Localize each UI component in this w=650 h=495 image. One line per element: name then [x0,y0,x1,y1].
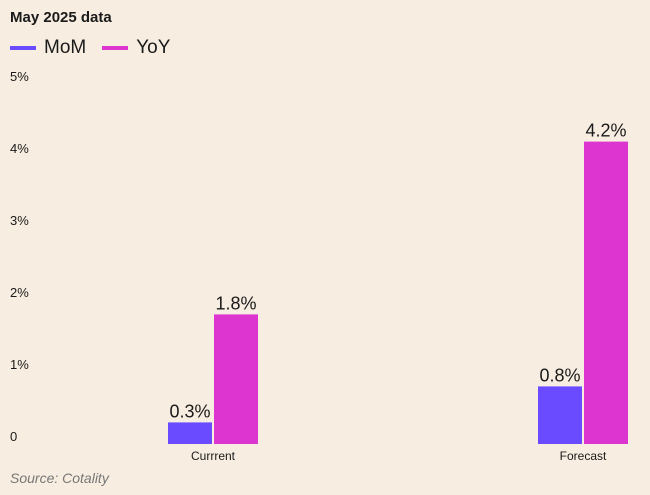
legend-swatch-mom [10,46,36,50]
y-tick-label: 2% [10,285,29,300]
x-category-label: Currrent [191,449,236,463]
legend-item-yoy: YoY [102,37,170,59]
bar-yoy-currrent [214,314,258,444]
data-label-yoy-currrent: 1.8% [215,293,256,313]
y-tick-label: 3% [10,213,29,228]
legend-swatch-yoy [102,46,129,50]
legend-item-mom: MoM [10,37,86,59]
bar-chart: 0 1% 2% 3% 4% 5% 0.3% 1.8% Currrent 0.8% 4.2% Forec… [10,69,628,463]
legend: MoM YoY [10,37,186,59]
source-note: Source: Cotality [10,470,109,486]
y-tick-label: 0 [10,429,17,444]
data-label-mom-forecast: 0.8% [539,365,580,385]
legend-label-yoy: YoY [136,37,171,58]
bar-mom-currrent [168,422,212,444]
y-tick-label: 5% [10,69,29,84]
legend-label-mom: MoM [44,37,87,58]
bar-mom-forecast [538,386,582,444]
data-label-mom-currrent: 0.3% [169,401,210,421]
y-tick-label: 4% [10,141,29,156]
data-label-yoy-forecast: 4.2% [585,121,626,141]
y-tick-label: 1% [10,357,29,372]
bar-yoy-forecast [584,141,628,444]
x-category-label: Forecast [560,449,607,463]
chart-title: May 2025 data [10,9,112,26]
